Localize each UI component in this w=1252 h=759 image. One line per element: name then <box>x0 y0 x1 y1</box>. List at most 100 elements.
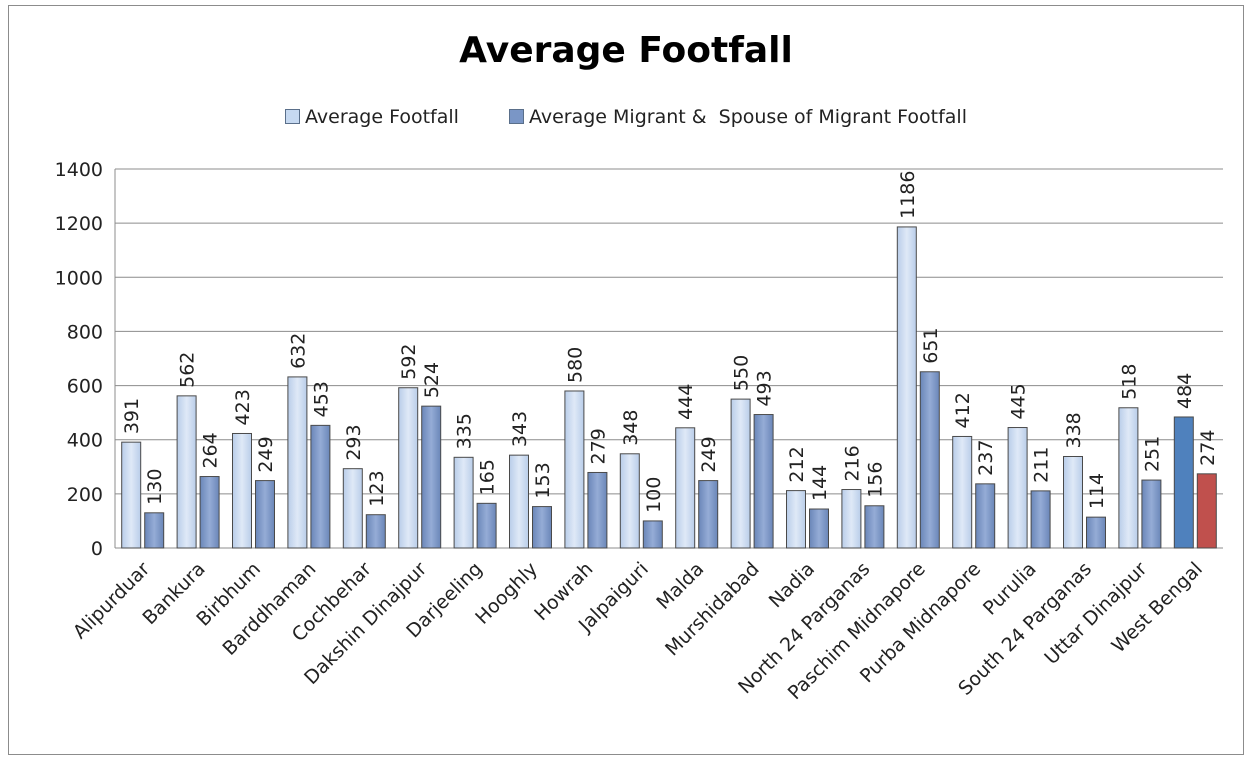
y-tick-label-1000: 1000 <box>55 267 103 289</box>
data-label-series-1-15: 412 <box>952 392 974 428</box>
data-label-series-2-13: 156 <box>864 462 886 498</box>
bar-series-2-18 <box>1141 479 1162 549</box>
data-label-series-1-13: 216 <box>841 445 863 481</box>
y-tick-label-200: 200 <box>67 484 103 506</box>
bar-series-1-1 <box>176 395 197 549</box>
bar-series-2-6 <box>476 502 497 549</box>
data-label-series-1-16: 445 <box>1008 383 1030 419</box>
data-label-series-1-19: 484 <box>1174 373 1196 409</box>
data-label-series-2-17: 114 <box>1086 473 1108 509</box>
bar-series-1-16 <box>1007 427 1028 549</box>
bar-series-2-4 <box>365 514 386 549</box>
bar-series-2-8 <box>587 471 608 549</box>
y-tick-label-600: 600 <box>67 376 103 398</box>
data-label-series-1-14: 1186 <box>897 171 919 219</box>
bar-series-2-13 <box>864 505 885 549</box>
bar-series-2-2 <box>255 480 275 549</box>
bar-series-1-12 <box>786 490 806 549</box>
data-label-series-2-4: 123 <box>366 470 388 506</box>
data-label-series-1-17: 338 <box>1063 412 1085 448</box>
data-label-series-1-11: 550 <box>731 355 753 391</box>
data-label-series-1-6: 335 <box>454 413 476 449</box>
bar-series-1-0 <box>121 441 142 549</box>
data-label-series-2-3: 453 <box>310 381 332 417</box>
bar-series-2-14 <box>919 371 940 549</box>
bar-series-1-15 <box>952 435 973 549</box>
data-label-series-2-0: 130 <box>144 469 166 505</box>
data-label-series-1-3: 632 <box>287 333 309 369</box>
legend-swatch-series-1 <box>285 109 301 124</box>
data-label-series-1-12: 212 <box>786 446 808 482</box>
bar-series-1-11 <box>730 398 751 549</box>
bar-series-2-9 <box>642 520 663 549</box>
bar-series-1-14 <box>896 226 917 549</box>
data-label-series-2-19: 274 <box>1197 430 1219 466</box>
data-label-series-2-11: 493 <box>754 370 776 406</box>
data-label-series-1-4: 293 <box>343 424 365 460</box>
bar-series-1-5 <box>398 387 419 549</box>
data-label-series-1-0: 391 <box>121 398 143 434</box>
data-label-series-2-2: 249 <box>255 436 277 472</box>
data-label-series-2-7: 153 <box>532 462 554 498</box>
bar-series-2-0 <box>144 512 165 549</box>
bar-series-1-13 <box>841 489 862 549</box>
data-label-series-2-1: 264 <box>200 432 222 468</box>
bar-series-2-3 <box>310 424 331 549</box>
chart-title: Average Footfall <box>459 30 793 71</box>
bar-series-2-17 <box>1086 516 1106 549</box>
bar-series-1-19 <box>1173 416 1194 549</box>
chart-frame <box>8 5 1244 755</box>
bar-series-2-7 <box>532 506 552 549</box>
data-label-series-1-1: 562 <box>177 352 199 388</box>
data-label-series-2-9: 100 <box>643 477 665 513</box>
bar-series-2-19 <box>1196 473 1217 549</box>
data-label-series-1-8: 580 <box>564 347 586 383</box>
bar-series-2-15 <box>975 483 996 549</box>
bar-series-1-6 <box>453 456 474 549</box>
bar-series-2-10 <box>698 480 719 549</box>
data-label-series-2-10: 249 <box>698 436 720 472</box>
data-label-series-1-18: 518 <box>1118 364 1140 400</box>
data-label-series-1-10: 444 <box>675 384 697 420</box>
bar-series-2-12 <box>809 508 829 549</box>
x-tick-label-12: Nadia <box>765 558 819 612</box>
data-label-series-2-6: 165 <box>477 459 499 495</box>
bar-series-2-5 <box>421 405 442 549</box>
bar-series-1-4 <box>342 468 363 549</box>
data-label-series-2-5: 524 <box>421 362 443 398</box>
legend-item-series-1: Average Footfall <box>285 106 459 128</box>
y-tick-label-400: 400 <box>67 430 103 452</box>
y-tick-label-1200: 1200 <box>55 213 103 235</box>
bar-series-2-1 <box>199 476 220 549</box>
data-label-series-1-2: 423 <box>232 389 254 425</box>
legend-label-series-2: Average Migrant & Spouse of Migrant Foot… <box>528 106 967 128</box>
y-tick-label-1400: 1400 <box>55 159 103 181</box>
data-label-series-2-18: 251 <box>1141 436 1163 472</box>
x-tick-label-7: Hooghly <box>471 558 542 629</box>
bar-series-1-8 <box>564 390 585 549</box>
bar-series-1-3 <box>287 376 308 549</box>
data-label-series-2-12: 144 <box>809 465 831 501</box>
bar-series-1-17 <box>1063 455 1083 549</box>
chart-legend: Average Footfall Average Migrant & Spous… <box>0 106 1252 128</box>
bar-series-1-18 <box>1118 407 1139 549</box>
legend-label-series-1: Average Footfall <box>305 106 459 128</box>
data-label-series-2-16: 211 <box>1031 447 1053 483</box>
y-tick-label-800: 800 <box>67 321 103 343</box>
bar-series-1-7 <box>509 454 529 549</box>
y-tick-label-0: 0 <box>91 538 103 560</box>
legend-swatch-series-2 <box>508 109 524 124</box>
bar-series-1-10 <box>675 427 696 549</box>
data-label-series-1-5: 592 <box>398 343 420 379</box>
data-label-series-2-8: 279 <box>587 428 609 464</box>
x-tick-label-0: Alipurduar <box>69 558 154 643</box>
legend-item-series-2: Average Migrant & Spouse of Migrant Foot… <box>508 106 967 128</box>
bar-series-2-16 <box>1030 490 1051 549</box>
bar-series-1-2 <box>232 432 252 549</box>
data-label-series-1-7: 343 <box>509 411 531 447</box>
data-label-series-2-15: 237 <box>975 440 997 476</box>
bar-series-2-11 <box>753 414 774 549</box>
data-label-series-2-14: 651 <box>920 327 942 363</box>
data-label-series-1-9: 348 <box>620 410 642 446</box>
